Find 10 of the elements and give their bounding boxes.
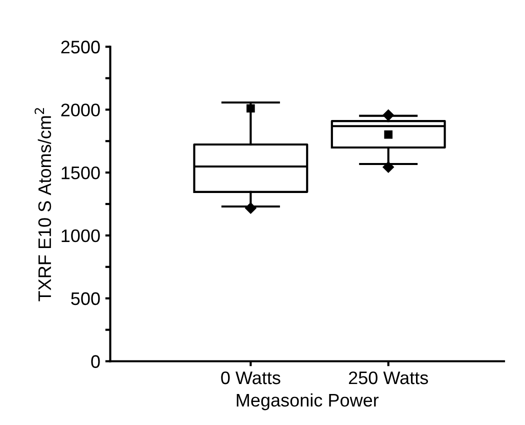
- y-tick-label: 1500: [62, 166, 100, 180]
- y-tick-label: 1000: [62, 229, 100, 242]
- x-axis-title: Megasonic Power: [236, 393, 379, 410]
- y-tick-label: 500: [71, 292, 100, 306]
- x-tick-label: 250 Watts: [348, 371, 428, 384]
- y-tick-label: 2500: [61, 40, 100, 54]
- x-tick-label: 0 Watts: [221, 371, 280, 384]
- y-tick-label: 2000: [61, 104, 100, 116]
- y-tick-label: 0: [91, 355, 100, 368]
- y-axis-title: TXRF E10 S Atoms/cm$^{2}$: [34, 108, 52, 302]
